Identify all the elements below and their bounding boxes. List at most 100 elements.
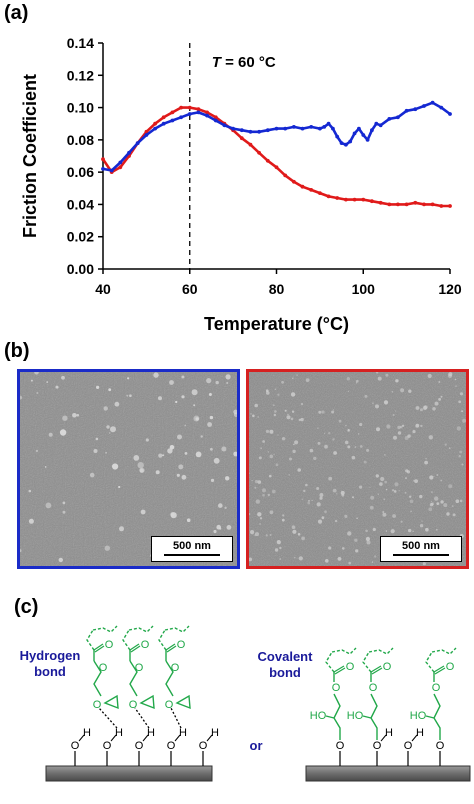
data-point (283, 126, 288, 131)
data-point (109, 168, 114, 173)
particle (452, 513, 456, 517)
particle (133, 455, 140, 461)
particle (424, 460, 428, 465)
particle (213, 529, 217, 534)
particle (328, 476, 333, 481)
particle (421, 520, 423, 522)
particle (301, 498, 303, 500)
particle (28, 489, 32, 493)
particle (382, 511, 385, 513)
data-point (378, 200, 383, 205)
particle (375, 474, 379, 478)
data-point (300, 184, 305, 189)
particle (372, 527, 376, 532)
particle (321, 410, 325, 414)
data-point (292, 125, 296, 129)
particle (158, 453, 163, 458)
sem-texture (249, 372, 466, 566)
particle (137, 462, 144, 469)
epoxide-oxygen: O (165, 699, 174, 711)
carbonyl-double-bond (333, 665, 346, 675)
oxygen-atom: O (103, 740, 112, 752)
particle (364, 394, 368, 398)
particle (55, 385, 59, 389)
x-axis-label: Temperature (°C) (204, 314, 349, 334)
data-point (205, 110, 210, 115)
particle (178, 464, 184, 470)
particle (359, 422, 363, 427)
particle (415, 406, 420, 410)
particle (208, 393, 212, 396)
oh-bond (110, 734, 117, 742)
particle (399, 425, 403, 429)
particle (332, 488, 337, 493)
particle (249, 512, 251, 516)
hydrogen-bond-label-line1: Hydrogen (20, 648, 81, 663)
chart-labels: 0.00 0.02 0.04 0.06 0.08 0.10 0.12 0.14 40 60 80 10… (20, 35, 462, 334)
particle (317, 441, 321, 445)
particle (393, 490, 397, 493)
epoxide-oxygen: O (129, 699, 138, 711)
particle (374, 555, 377, 558)
data-point (170, 118, 175, 123)
particle (340, 490, 345, 495)
particle (294, 556, 296, 559)
particle (252, 414, 255, 418)
carbonyl-double-bond (165, 643, 177, 653)
data-point (265, 128, 270, 133)
particle (309, 448, 314, 453)
oxygen-atom: O (373, 740, 382, 752)
carbonyl-double-bond (93, 643, 105, 653)
particle (181, 395, 185, 399)
hydrogen-atom: H (211, 727, 219, 739)
particle (456, 426, 462, 431)
scale-bar: 500 nm (151, 536, 233, 562)
data-point (357, 126, 361, 131)
epoxide-ring (139, 694, 155, 710)
particle (359, 445, 363, 448)
particle (401, 424, 405, 427)
particle (288, 474, 290, 476)
particle (249, 472, 250, 474)
oxygen-atom: O (71, 740, 80, 752)
particle (359, 485, 363, 489)
particle (344, 440, 349, 445)
polymer-backbone (431, 647, 457, 655)
particle (409, 495, 412, 498)
particle (267, 451, 269, 453)
particle (127, 377, 130, 380)
data-point (292, 179, 296, 184)
particle (319, 496, 323, 500)
particle (215, 380, 219, 385)
particle (391, 390, 394, 393)
particle (293, 443, 295, 446)
x-tick-label: 100 (352, 281, 376, 297)
particle (296, 374, 298, 376)
temperature-annotation: T = 60 °C (212, 54, 276, 71)
carbonyl-double-bond (433, 665, 446, 675)
particle (384, 454, 386, 456)
data-point (322, 125, 327, 129)
particle (200, 435, 203, 438)
polymer-backbone (362, 651, 372, 673)
particle (444, 443, 447, 446)
particle (397, 431, 402, 435)
y-tick-label: 0.10 (67, 100, 94, 116)
particle (419, 494, 423, 499)
particle (334, 519, 338, 523)
ester-oxygen: O (99, 662, 108, 674)
particle (321, 516, 325, 520)
particle (427, 373, 432, 379)
particle (333, 451, 337, 455)
particle (300, 417, 304, 422)
particle (175, 400, 178, 404)
particle (129, 394, 132, 397)
particle (375, 404, 379, 409)
oxygen-atom: O (436, 740, 445, 752)
particle (303, 489, 306, 493)
hydrogen-atom: H (416, 727, 424, 739)
data-point (135, 141, 140, 146)
particle (400, 520, 403, 523)
particle (305, 483, 308, 487)
particle (76, 413, 80, 417)
